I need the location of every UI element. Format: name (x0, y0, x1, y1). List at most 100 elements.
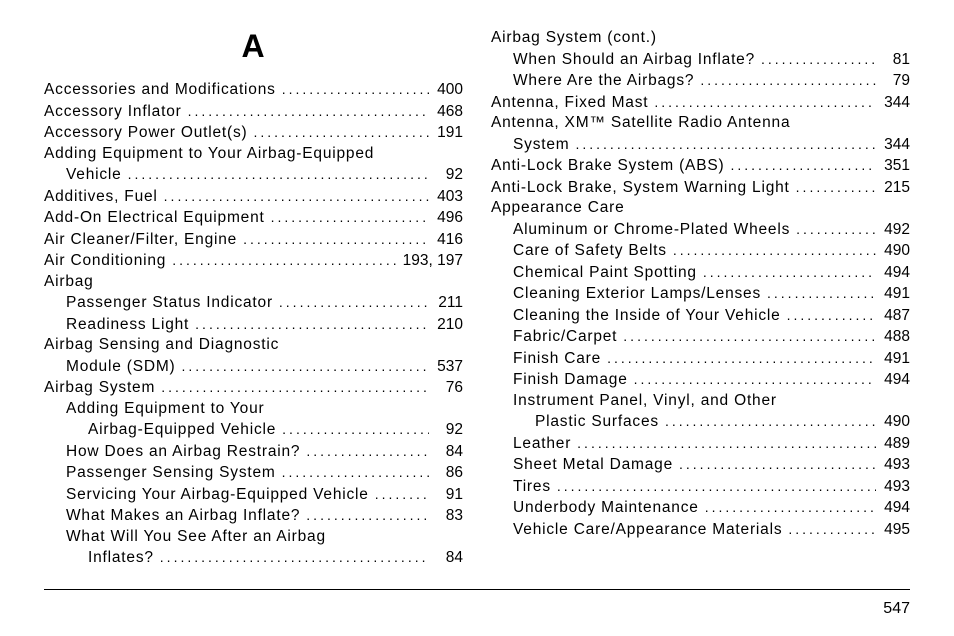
index-entry-leader (601, 348, 876, 370)
index-page: A Accessories and Modifications400Access… (0, 0, 954, 636)
index-entry-page: 493 (876, 477, 910, 498)
index-entry-page: 344 (876, 93, 910, 114)
left-column: A Accessories and Modifications400Access… (44, 28, 463, 577)
index-entry: Anti-Lock Brake, System Warning Light 215 (491, 177, 910, 199)
right-column: Airbag System (cont.)When Should an Airb… (491, 28, 910, 577)
index-entry-page: 490 (876, 412, 910, 433)
index-entry-leader (697, 262, 876, 284)
index-entry: Adding Equipment to Your Airbag-Equipped (44, 144, 463, 165)
index-entry-leader (648, 92, 876, 114)
index-entry-label: Antenna, XM™ Satellite Radio Antenna (491, 113, 790, 134)
index-entry: Aluminum or Chrome-Plated Wheels492 (491, 219, 910, 241)
index-entry-label: Air Conditioning (44, 251, 166, 272)
index-entry: Module (SDM) 537 (44, 356, 463, 378)
index-entry-label: Vehicle (66, 165, 122, 186)
index-entry-page: 193, 197 (399, 251, 463, 272)
index-entry-page: 537 (429, 357, 463, 378)
index-entry-page: 403 (429, 187, 463, 208)
index-entry-label: Anti-Lock Brake System (ABS) (491, 156, 724, 177)
index-entry-label: Leather (513, 434, 571, 455)
index-entry-leader (237, 229, 429, 251)
index-entry: Passenger Sensing System86 (44, 462, 463, 484)
index-entry-page: 494 (876, 263, 910, 284)
index-entry-leader (667, 240, 876, 262)
index-entry-leader (659, 411, 876, 433)
index-entry-page: 83 (429, 506, 463, 527)
index-entry-leader (155, 377, 429, 399)
index-entry-leader (673, 454, 876, 476)
index-entry: Accessory Inflator468 (44, 101, 463, 123)
index-entry-label: Readiness Light (66, 315, 189, 336)
index-entry-leader (182, 101, 429, 123)
index-entry-leader (300, 505, 429, 527)
index-entry-leader (790, 177, 876, 199)
index-entry: Sheet Metal Damage493 (491, 454, 910, 476)
index-entry: Fabric/Carpet488 (491, 326, 910, 348)
index-entry: What Makes an Airbag Inflate?83 (44, 505, 463, 527)
index-entry-page: 215 (876, 178, 910, 199)
index-entry-label: Fabric/Carpet (513, 327, 617, 348)
index-entry-page: 489 (876, 434, 910, 455)
index-entry-label: Anti-Lock Brake, System Warning Light (491, 178, 790, 199)
index-entry: Finish Care491 (491, 348, 910, 370)
index-entry-leader (551, 476, 876, 498)
page-footer: 547 (44, 589, 910, 618)
index-entry: Care of Safety Belts490 (491, 240, 910, 262)
index-entry: When Should an Airbag Inflate?81 (491, 49, 910, 71)
index-entry-page: 344 (876, 135, 910, 156)
index-entry-label: Vehicle Care/Appearance Materials (513, 520, 782, 541)
index-entry-label: Finish Damage (513, 370, 628, 391)
index-entry: Chemical Paint Spotting 494 (491, 262, 910, 284)
index-entry-label: Additives, Fuel (44, 187, 158, 208)
index-entry-page: 490 (876, 241, 910, 262)
index-entry-page: 494 (876, 498, 910, 519)
index-entry-label: Passenger Sensing System (66, 463, 276, 484)
index-entry-page: 211 (429, 293, 463, 314)
index-entry-label: Plastic Surfaces (535, 412, 659, 433)
index-entry-page: 92 (429, 165, 463, 186)
index-entry-label: Finish Care (513, 349, 601, 370)
index-entry-leader (724, 155, 876, 177)
index-entry-label: Airbag-Equipped Vehicle (88, 420, 276, 441)
index-entry-label: Cleaning the Inside of Your Vehicle (513, 306, 781, 327)
index-entry: Cleaning Exterior Lamps/Lenses491 (491, 283, 910, 305)
index-entry-leader (781, 305, 876, 327)
index-entry-leader (176, 356, 429, 378)
index-entry-leader (782, 519, 876, 541)
index-entry-label: Airbag System (44, 378, 155, 399)
section-letter: A (44, 28, 463, 65)
index-entry: Air Conditioning 193, 197 (44, 250, 463, 272)
index-entry-page: 76 (429, 378, 463, 399)
index-entry: Underbody Maintenance494 (491, 497, 910, 519)
index-entry: How Does an Airbag Restrain?84 (44, 441, 463, 463)
index-entry-leader (628, 369, 876, 391)
index-entry-label: System (513, 135, 569, 156)
index-entry: Tires493 (491, 476, 910, 498)
index-entry: Anti-Lock Brake System (ABS)351 (491, 155, 910, 177)
index-entry: System 344 (491, 134, 910, 156)
index-entry-label: Airbag System (cont.) (491, 28, 657, 49)
index-entry-leader (755, 49, 876, 71)
index-entry-leader (247, 122, 429, 144)
right-entries-container: Airbag System (cont.)When Should an Airb… (491, 28, 910, 540)
index-entry-label: Chemical Paint Spotting (513, 263, 697, 284)
index-entry-leader (300, 441, 429, 463)
index-entry-page: 84 (429, 442, 463, 463)
index-entry-leader (571, 433, 876, 455)
index-entry-leader (166, 250, 398, 272)
index-entry-page: 416 (429, 230, 463, 251)
index-entry: Cleaning the Inside of Your Vehicle487 (491, 305, 910, 327)
index-entry: Readiness Light 210 (44, 314, 463, 336)
index-entry-label: Accessory Inflator (44, 102, 182, 123)
index-entry-label: Airbag Sensing and Diagnostic (44, 335, 279, 356)
index-entry-leader (189, 314, 429, 336)
index-entry-page: 210 (429, 315, 463, 336)
index-entry-label: Module (SDM) (66, 357, 176, 378)
index-entry-label: Airbag (44, 272, 94, 293)
index-columns: A Accessories and Modifications400Access… (44, 28, 910, 577)
index-entry-leader (276, 419, 429, 441)
index-entry-page: 493 (876, 455, 910, 476)
index-entry-label: Instrument Panel, Vinyl, and Other (513, 391, 777, 412)
index-entry: Leather 489 (491, 433, 910, 455)
index-entry-leader (122, 164, 429, 186)
